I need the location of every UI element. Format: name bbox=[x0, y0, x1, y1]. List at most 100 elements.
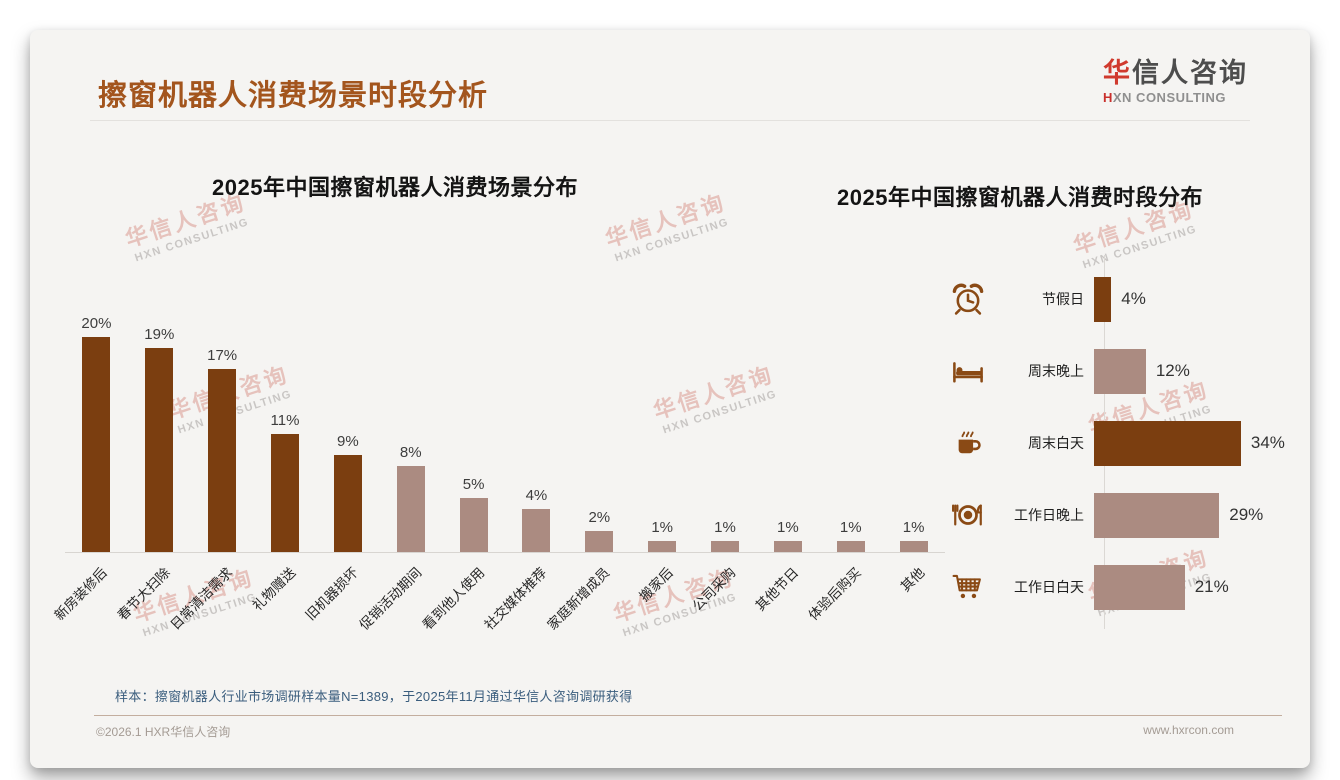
header-divider bbox=[90, 120, 1250, 121]
bar bbox=[585, 530, 614, 552]
bar-group: 2% 家庭新增成员 bbox=[545, 290, 631, 633]
bar-value-label: 17% bbox=[207, 347, 238, 365]
brand-subtitle-rest: XN CONSULTING bbox=[1112, 90, 1227, 106]
bar-value-label: 2% bbox=[588, 508, 611, 526]
bar bbox=[333, 455, 362, 552]
bar bbox=[1094, 276, 1112, 322]
scenario-chart-title: 2025年中国擦窗机器人消费场景分布 bbox=[212, 175, 578, 200]
watermark-subtitle-text: HXN CONSULTING bbox=[133, 216, 251, 265]
bar bbox=[522, 509, 551, 552]
time-slot-row: 周末白天 34% bbox=[950, 407, 1295, 479]
bar-group: 1% 其他 bbox=[882, 290, 945, 595]
bar bbox=[836, 541, 865, 552]
bar-category-label: 公司采购 bbox=[689, 564, 739, 614]
brand-subtitle: HXN CONSULTING bbox=[1103, 90, 1248, 105]
alarm-clock-icon bbox=[950, 281, 986, 317]
bar-category-label: 家庭新增成员 bbox=[544, 564, 613, 633]
bar bbox=[648, 541, 677, 552]
timeslot-bar-chart: 节假日 4% 周末晚上 12% 周末白天 34% 工作日晚上 29% 工作日白天 21% bbox=[950, 255, 1295, 629]
bar-category-label: 礼物赠送 bbox=[249, 564, 299, 614]
bar bbox=[1094, 348, 1146, 394]
bar bbox=[459, 498, 488, 552]
brand-rest: 信人咨询 bbox=[1132, 58, 1248, 88]
bar-category-label: 新房装修后 bbox=[51, 564, 110, 624]
bar-group: 4% 社交媒体推荐 bbox=[482, 290, 568, 633]
bar-track: 29% bbox=[1094, 492, 1295, 538]
time-slot-label: 周末白天 bbox=[1028, 435, 1084, 451]
bar-category-label: 体验后购买 bbox=[805, 564, 865, 624]
sample-note: 样本：擦窗机器人行业市场调研样本量N=1389，于2025年11月通过华信人咨询… bbox=[115, 689, 633, 704]
bar-value-label: 8% bbox=[399, 444, 422, 461]
bar-group: 1% 搬家后 bbox=[631, 290, 694, 604]
bar-group: 8% 促销活动期间 bbox=[356, 290, 442, 633]
bar-value-label: 1% bbox=[777, 519, 799, 537]
bar-category-label: 其他节日 bbox=[752, 564, 802, 614]
bar-value-label: 4% bbox=[1121, 289, 1146, 308]
time-slot-label: 周末晚上 bbox=[1028, 363, 1084, 379]
bar bbox=[208, 369, 237, 552]
bar-value-label: 1% bbox=[839, 519, 862, 537]
bar-value-label: 19% bbox=[144, 325, 175, 343]
bar-value-label: 12% bbox=[1155, 361, 1190, 380]
time-slot-row: 工作日白天 21% bbox=[950, 551, 1295, 623]
bar-group: 17% 日常清洁需求 bbox=[168, 290, 254, 632]
bar-value-label: 5% bbox=[462, 476, 485, 494]
bar-category-label: 春节大扫除 bbox=[114, 564, 173, 624]
bar-track: 4% bbox=[1094, 276, 1295, 322]
bar-group: 1% 其他节日 bbox=[753, 290, 819, 614]
bar-group: 19% 春节大扫除 bbox=[114, 290, 191, 623]
bar-value-label: 21% bbox=[1194, 577, 1229, 596]
bar-value-label: 34% bbox=[1250, 433, 1285, 452]
copyright-text: ©2026.1 HXR华信人咨询 bbox=[96, 725, 231, 739]
bar-group: 11% 礼物赠送 bbox=[250, 290, 317, 614]
bar-category-label: 旧机器损坏 bbox=[302, 564, 362, 624]
bar bbox=[1094, 420, 1241, 466]
time-slot-row: 节假日 4% bbox=[950, 263, 1295, 335]
bar-category-label: 其他 bbox=[897, 564, 928, 595]
scenario-bar-chart: 20% 新房装修后 19% 春节大扫除 17% 日常清洁需求 11% 礼物赠送 9% 旧机器损坏 8… bbox=[52, 290, 945, 633]
page-title: 擦窗机器人消费场景时段分析 bbox=[98, 80, 489, 112]
slide-card: 华信人咨询 HXN CONSULTING 华信人咨询 HXN CONSULTING 华信… bbox=[30, 30, 1310, 768]
time-slot-label: 工作日白天 bbox=[1014, 579, 1084, 595]
bar-track: 34% bbox=[1094, 420, 1295, 466]
bar-value-label: 9% bbox=[337, 433, 359, 451]
watermark-subtitle-text: HXN CONSULTING bbox=[621, 591, 739, 640]
bar-group: 9% 旧机器损坏 bbox=[303, 290, 379, 623]
bar-category-label: 看到他人使用 bbox=[419, 564, 488, 633]
bar bbox=[271, 433, 299, 552]
website-url: www.hxrcon.com bbox=[1143, 723, 1234, 737]
time-slot-row: 周末晚上 12% bbox=[950, 335, 1295, 407]
coffee-cup-icon bbox=[950, 425, 986, 461]
shopping-cart-icon bbox=[950, 569, 986, 605]
bar bbox=[711, 541, 740, 552]
bar bbox=[1094, 492, 1220, 538]
bar bbox=[145, 347, 174, 552]
bar-track: 21% bbox=[1094, 564, 1295, 610]
footer-divider bbox=[94, 715, 1282, 716]
bar-group: 5% 看到他人使用 bbox=[419, 290, 505, 633]
bar bbox=[82, 337, 111, 552]
bar-track: 12% bbox=[1094, 348, 1295, 394]
bar-value-label: 20% bbox=[81, 315, 112, 332]
bar-value-label: 11% bbox=[270, 411, 300, 429]
bar bbox=[773, 541, 802, 552]
brand-logo: 华信人咨询 HXN CONSULTING bbox=[1103, 58, 1248, 105]
brand-subtitle-accent: H bbox=[1103, 90, 1113, 106]
bar-category-label: 社交媒体推荐 bbox=[482, 564, 550, 633]
bar bbox=[899, 541, 928, 552]
bar bbox=[1094, 564, 1185, 610]
bar bbox=[396, 466, 425, 552]
bar-group: 20% 新房装修后 bbox=[52, 290, 128, 623]
brand-accent-char: 华 bbox=[1103, 58, 1132, 88]
bar-value-label: 29% bbox=[1229, 505, 1264, 524]
bar-value-label: 4% bbox=[525, 487, 548, 504]
bar-value-label: 1% bbox=[902, 519, 925, 537]
bar-category-label: 促销活动期间 bbox=[356, 564, 425, 633]
timeslot-chart-title: 2025年中国擦窗机器人消费时段分布 bbox=[837, 185, 1203, 210]
bar-category-label: 搬家后 bbox=[636, 564, 676, 605]
watermark-subtitle-text: HXN CONSULTING bbox=[613, 216, 731, 265]
bar-group: 1% 公司采购 bbox=[690, 290, 757, 614]
time-slot-label: 节假日 bbox=[1042, 291, 1084, 307]
time-slot-row: 工作日晚上 29% bbox=[950, 479, 1295, 551]
brand-name: 华信人咨询 bbox=[1103, 58, 1248, 89]
